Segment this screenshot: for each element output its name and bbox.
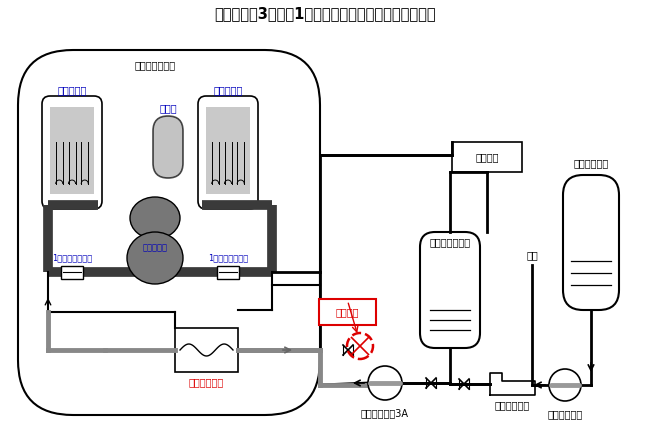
Text: 原子炉容器: 原子炉容器 (142, 244, 168, 253)
Text: 伊方発電所3号機　1次冷却水充てん・抽出系統概略図: 伊方発電所3号機 1次冷却水充てん・抽出系統概略図 (214, 6, 436, 21)
Bar (217, 266, 239, 278)
Text: ほう酸混合器: ほう酸混合器 (495, 400, 530, 410)
FancyBboxPatch shape (563, 175, 619, 310)
Ellipse shape (130, 197, 180, 239)
Text: ほう酸タンク: ほう酸タンク (573, 158, 608, 168)
FancyBboxPatch shape (319, 299, 376, 325)
Text: ほう酸ポンプ: ほう酸ポンプ (547, 409, 582, 419)
FancyBboxPatch shape (420, 232, 480, 348)
Circle shape (368, 366, 402, 400)
Text: 1次冷却材ポンプ: 1次冷却材ポンプ (52, 254, 92, 263)
Text: 原子炉格納容器: 原子炉格納容器 (135, 60, 176, 70)
Text: 当該箇所: 当該箇所 (336, 307, 359, 317)
Text: 再生熱交換器: 再生熱交換器 (189, 377, 224, 387)
Bar (61, 266, 83, 278)
FancyBboxPatch shape (153, 116, 183, 178)
Text: 体積制御タンク: 体積制御タンク (430, 237, 471, 247)
Ellipse shape (127, 232, 183, 284)
Text: 充てんポンプ3A: 充てんポンプ3A (361, 408, 409, 418)
Bar (175, 328, 238, 372)
Text: 浄化設備: 浄化設備 (475, 152, 499, 162)
Text: 蒸気発生器: 蒸気発生器 (57, 85, 86, 95)
Bar (206, 107, 250, 193)
Bar (452, 142, 522, 172)
Bar (50, 107, 94, 193)
Text: 純水: 純水 (526, 250, 538, 260)
Circle shape (549, 369, 581, 401)
Text: 1次冷却材ポンプ: 1次冷却材ポンプ (208, 254, 248, 263)
Text: 加圧器: 加圧器 (159, 103, 177, 113)
Text: 蒸気発生器: 蒸気発生器 (213, 85, 242, 95)
